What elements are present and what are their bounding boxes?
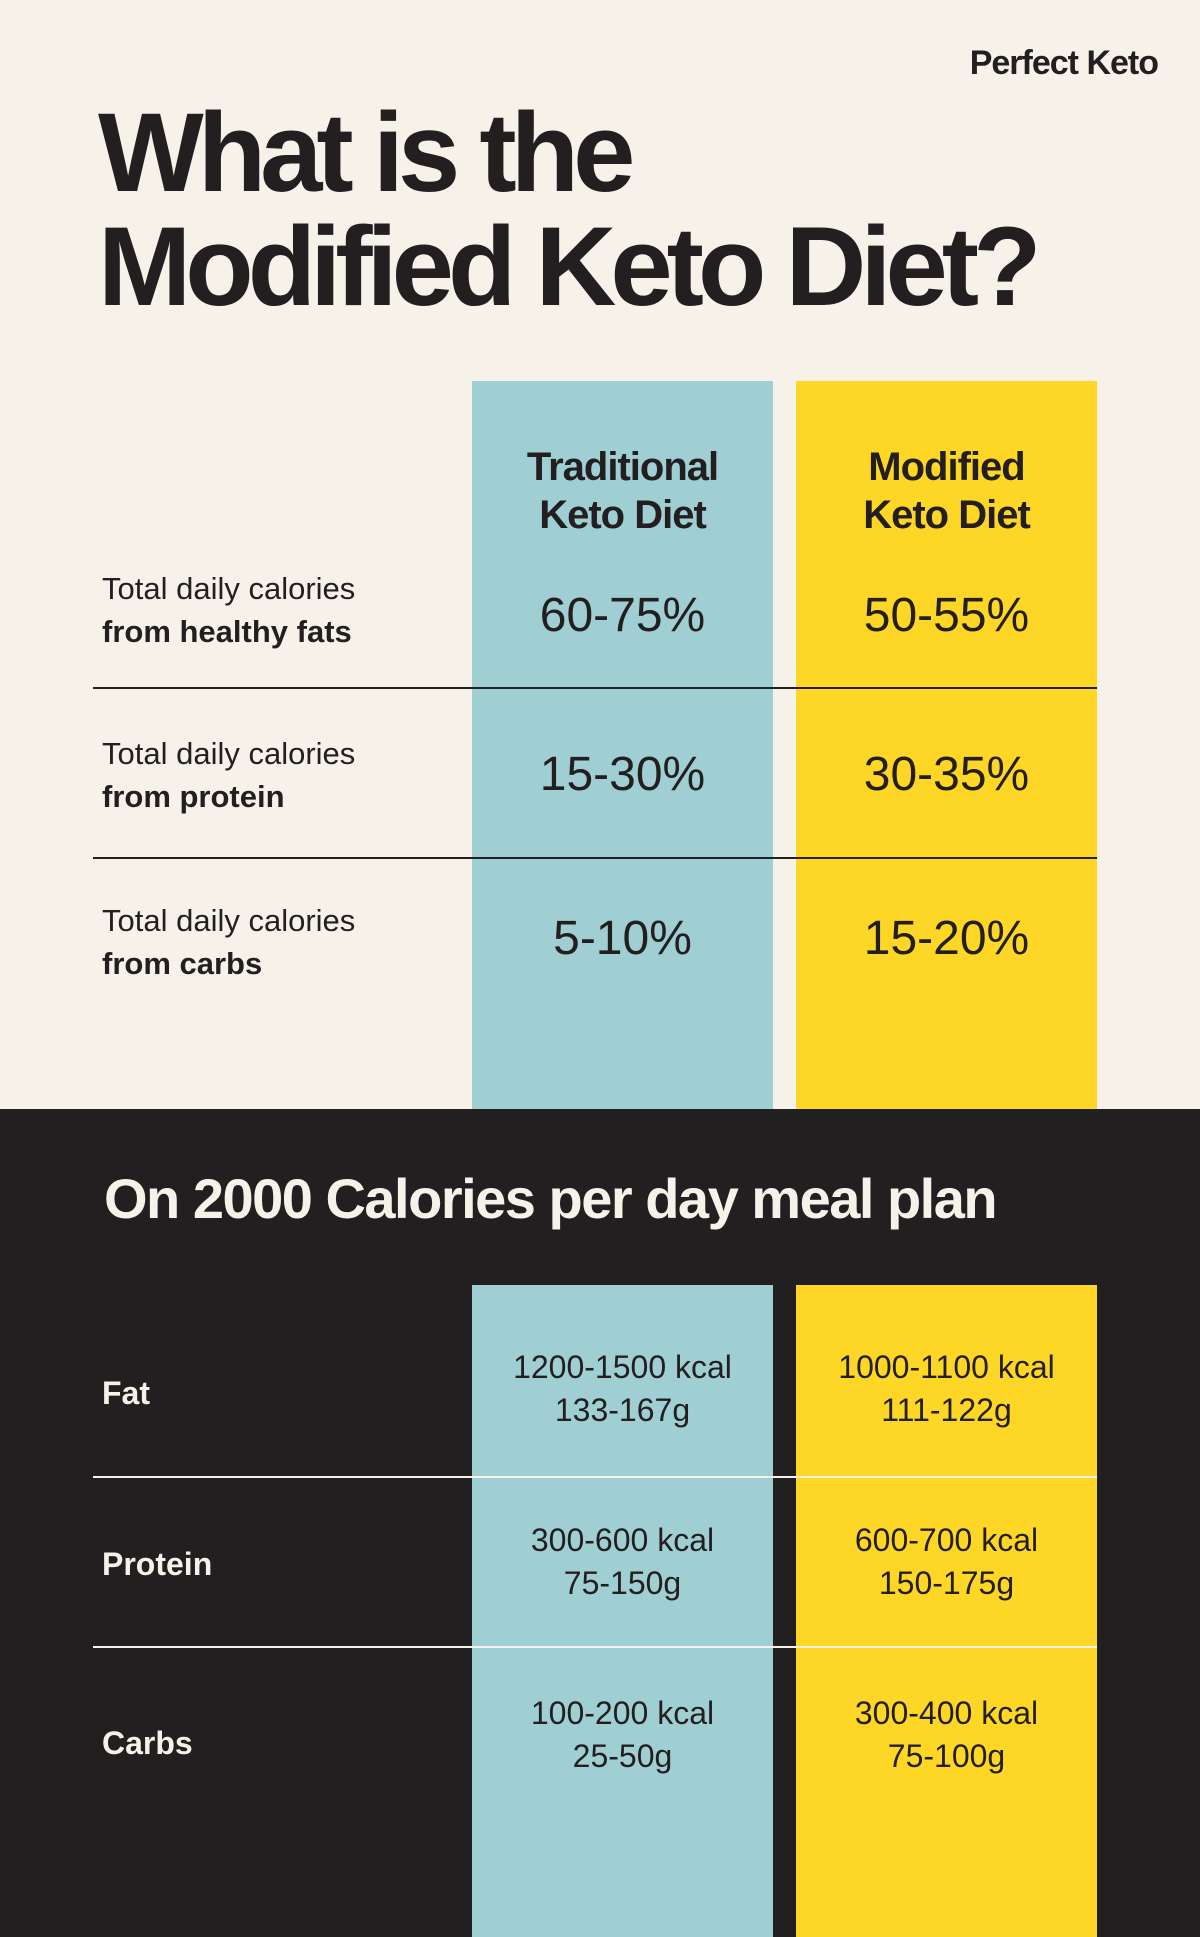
label-bold: from carbs xyxy=(102,946,263,981)
modified-fat-cell: 1000-1100 kcal 111-122g xyxy=(796,1346,1097,1432)
modified-fats-value: 50-55% xyxy=(863,589,1030,642)
modified-column-top xyxy=(796,381,1097,1109)
modified-protein-cell: 600-700 kcal 150-175g xyxy=(796,1519,1097,1605)
grams: 75-100g xyxy=(887,1738,1006,1774)
meal-plan-heading: On 2000 Calories per day meal plan xyxy=(104,1167,998,1230)
traditional-carbs-cell: 100-200 kcal 25-50g xyxy=(472,1692,773,1778)
grams: 111-122g xyxy=(881,1392,1012,1428)
traditional-fats-value: 60-75% xyxy=(539,589,706,642)
traditional-header: Traditional Keto Diet xyxy=(472,443,773,539)
grams: 133-167g xyxy=(554,1392,691,1428)
row-label-fats: Total daily calories from healthy fats xyxy=(102,567,355,653)
row-divider xyxy=(93,857,1097,859)
brand-logo: Perfect Keto xyxy=(969,44,1159,82)
label-bold: from healthy fats xyxy=(102,614,352,649)
kcal: 300-400 kcal xyxy=(854,1695,1039,1731)
meal-label-carbs: Carbs xyxy=(102,1725,193,1761)
row-divider xyxy=(93,1646,1097,1648)
traditional-protein-value: 15-30% xyxy=(539,748,706,801)
kcal: 1000-1100 kcal xyxy=(838,1349,1055,1385)
grams: 25-50g xyxy=(572,1738,673,1774)
grams: 150-175g xyxy=(878,1565,1015,1601)
traditional-column-top xyxy=(472,381,773,1109)
kcal: 1200-1500 kcal xyxy=(513,1349,732,1385)
header-line: Modified xyxy=(868,445,1025,489)
modified-protein-value: 30-35% xyxy=(863,748,1030,801)
traditional-protein-cell: 300-600 kcal 75-150g xyxy=(472,1519,773,1605)
kcal: 100-200 kcal xyxy=(530,1695,715,1731)
kcal: 600-700 kcal xyxy=(854,1522,1039,1558)
title-line-1: What is the xyxy=(98,90,635,215)
modified-column-bottom xyxy=(796,1285,1097,1937)
traditional-column-bottom xyxy=(472,1285,773,1937)
row-divider xyxy=(93,1476,1097,1478)
kcal: 300-600 kcal xyxy=(530,1522,715,1558)
meal-label-fat: Fat xyxy=(102,1375,150,1411)
modified-carbs-cell: 300-400 kcal 75-100g xyxy=(796,1692,1097,1778)
modified-header: Modified Keto Diet xyxy=(796,443,1097,539)
header-line: Keto Diet xyxy=(863,493,1031,537)
label-text: Total daily calories xyxy=(102,903,356,938)
header-line: Keto Diet xyxy=(539,493,707,537)
row-label-carbs: Total daily calories from carbs xyxy=(102,899,355,985)
grams: 75-150g xyxy=(563,1565,682,1601)
page-title: What is the Modified Keto Diet? xyxy=(98,90,1041,329)
traditional-carbs-value: 5-10% xyxy=(553,912,692,965)
modified-carbs-value: 15-20% xyxy=(863,912,1030,965)
row-divider xyxy=(93,687,1097,689)
row-label-protein: Total daily calories from protein xyxy=(102,732,355,818)
traditional-fat-cell: 1200-1500 kcal 133-167g xyxy=(472,1346,773,1432)
meal-label-protein: Protein xyxy=(102,1546,213,1582)
label-text: Total daily calories xyxy=(102,736,356,771)
label-bold: from protein xyxy=(102,779,285,814)
title-line-2: Modified Keto Diet? xyxy=(98,204,1041,329)
header-line: Traditional xyxy=(526,445,719,489)
label-text: Total daily calories xyxy=(102,571,356,606)
